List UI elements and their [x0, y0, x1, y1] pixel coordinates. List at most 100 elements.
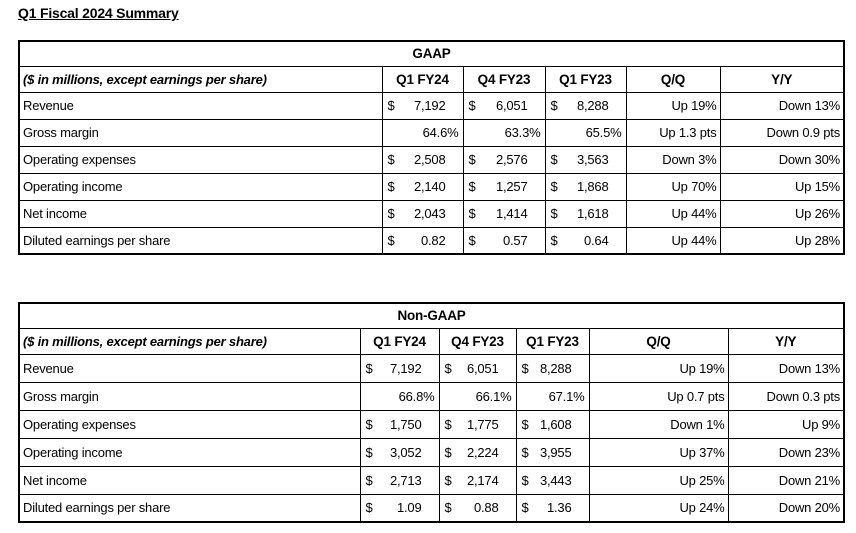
column-header-row: ($ in millions, except earnings per shar…	[18, 327, 845, 355]
cell-qq: Up 44%	[625, 226, 721, 255]
cell-value: 1,618	[576, 206, 609, 221]
currency-symbol: $	[444, 416, 452, 432]
table-title: Non-GAAP	[18, 302, 845, 329]
cell-value: 2,140	[413, 179, 446, 194]
column-header-yy: Y/Y	[727, 327, 845, 355]
row-label: Operating income	[18, 437, 361, 467]
cell-value: 8,288	[539, 360, 572, 376]
table-row: Operating income $2,140 $1,257 $1,868 Up…	[18, 172, 845, 201]
currency-symbol: $	[550, 98, 558, 113]
row-label: Operating expenses	[18, 409, 361, 439]
gaap-table: GAAP ($ in millions, except earnings per…	[18, 40, 845, 255]
column-header-q4fy23: Q4 FY23	[462, 65, 546, 93]
currency-symbol: $	[521, 360, 529, 376]
cell-value: 2,576	[495, 152, 528, 167]
cell-value: 8,288	[576, 98, 609, 113]
cell-value: 7,192	[389, 360, 422, 376]
cell-q1fy23: $1,608	[515, 409, 590, 439]
cell-q1fy23: $3,563	[544, 145, 627, 174]
column-header-qq: Q/Q	[625, 65, 721, 93]
cell-q4fy23: 63.3%	[462, 118, 546, 147]
currency-symbol: $	[365, 472, 373, 488]
cell-q4fy23: $0.88	[438, 493, 517, 523]
cell-yy: Down 21%	[727, 465, 845, 495]
cell-q4fy23: $1,775	[438, 409, 517, 439]
table-title-row: Non-GAAP	[18, 302, 845, 329]
cell-value: 0.57	[502, 232, 528, 248]
cell-q1fy24: $2,713	[359, 465, 440, 495]
cell-qq: Up 19%	[588, 353, 729, 383]
cell-q1fy23: $0.64	[544, 226, 627, 255]
cell-yy: Up 9%	[727, 409, 845, 439]
cell-value: 1,257	[495, 179, 528, 194]
table-row: Net income $2,043 $1,414 $1,618 Up 44% U…	[18, 199, 845, 228]
cell-q1fy24: $2,508	[381, 145, 464, 174]
currency-symbol: $	[444, 472, 452, 488]
row-label: Revenue	[18, 353, 361, 383]
cell-q4fy23: $0.57	[462, 226, 546, 255]
cell-q1fy23: $8,288	[515, 353, 590, 383]
cell-q1fy24: $7,192	[381, 91, 464, 120]
table-row: Gross margin 66.8% 66.1% 67.1% Up 0.7 pt…	[18, 381, 845, 411]
cell-qq: Down 1%	[588, 409, 729, 439]
cell-value: 1,750	[389, 416, 422, 432]
cell-value: 3,443	[539, 472, 572, 488]
currency-symbol: $	[550, 152, 558, 167]
row-label: Operating expenses	[18, 145, 383, 174]
cell-q1fy23: $3,443	[515, 465, 590, 495]
column-header-qq: Q/Q	[588, 327, 729, 355]
cell-value: 7,192	[413, 98, 446, 113]
cell-q1fy24: $7,192	[359, 353, 440, 383]
currency-symbol: $	[550, 232, 558, 248]
currency-symbol: $	[468, 232, 476, 248]
cell-value: 3,563	[576, 152, 609, 167]
row-label: Diluted earnings per share	[18, 493, 361, 523]
table-row: Gross margin 64.6% 63.3% 65.5% Up 1.3 pt…	[18, 118, 845, 147]
cell-value: 2,174	[466, 472, 499, 488]
cell-value: 1.09	[396, 500, 422, 516]
cell-qq: Up 24%	[588, 493, 729, 523]
cell-yy: Up 15%	[719, 172, 845, 201]
cell-value: 2,508	[413, 152, 446, 167]
row-label: Gross margin	[18, 118, 383, 147]
page-title: Q1 Fiscal 2024 Summary	[18, 5, 179, 21]
cell-q1fy24: 66.8%	[359, 381, 440, 411]
cell-qq: Up 1.3 pts	[625, 118, 721, 147]
cell-value: 3,955	[539, 444, 572, 460]
cell-q1fy23: $1,618	[544, 199, 627, 228]
cell-q4fy23: $6,051	[462, 91, 546, 120]
cell-value: 2,713	[389, 472, 422, 488]
cell-q4fy23: 66.1%	[438, 381, 517, 411]
cell-q1fy24: $1,750	[359, 409, 440, 439]
currency-symbol: $	[444, 444, 452, 460]
column-header-q1fy24: Q1 FY24	[359, 327, 440, 355]
cell-value: 0.64	[583, 232, 609, 248]
cell-q1fy23: 67.1%	[515, 381, 590, 411]
cell-qq: Up 70%	[625, 172, 721, 201]
row-label: Gross margin	[18, 381, 361, 411]
cell-q4fy23: $2,224	[438, 437, 517, 467]
column-header-row: ($ in millions, except earnings per shar…	[18, 65, 845, 93]
currency-symbol: $	[444, 500, 452, 516]
column-header-q1fy23: Q1 FY23	[515, 327, 590, 355]
table-row: Diluted earnings per share $0.82 $0.57 $…	[18, 226, 845, 255]
currency-symbol: $	[387, 152, 395, 167]
cell-q1fy24: $1.09	[359, 493, 440, 523]
cell-q1fy23: 65.5%	[544, 118, 627, 147]
row-label: Diluted earnings per share	[18, 226, 383, 255]
non-gaap-table: Non-GAAP ($ in millions, except earnings…	[18, 302, 846, 523]
currency-symbol: $	[521, 444, 529, 460]
currency-symbol: $	[550, 206, 558, 221]
unit-note: ($ in millions, except earnings per shar…	[18, 327, 361, 355]
cell-q1fy24: $0.82	[381, 226, 464, 255]
cell-yy: Up 26%	[719, 199, 845, 228]
row-label: Revenue	[18, 91, 383, 120]
cell-yy: Down 13%	[727, 353, 845, 383]
currency-symbol: $	[521, 500, 529, 516]
cell-qq: Up 0.7 pts	[588, 381, 729, 411]
cell-yy: Down 30%	[719, 145, 845, 174]
currency-symbol: $	[365, 360, 373, 376]
cell-value: 6,051	[466, 360, 499, 376]
cell-q1fy23: $8,288	[544, 91, 627, 120]
cell-value: 1,775	[466, 416, 499, 432]
